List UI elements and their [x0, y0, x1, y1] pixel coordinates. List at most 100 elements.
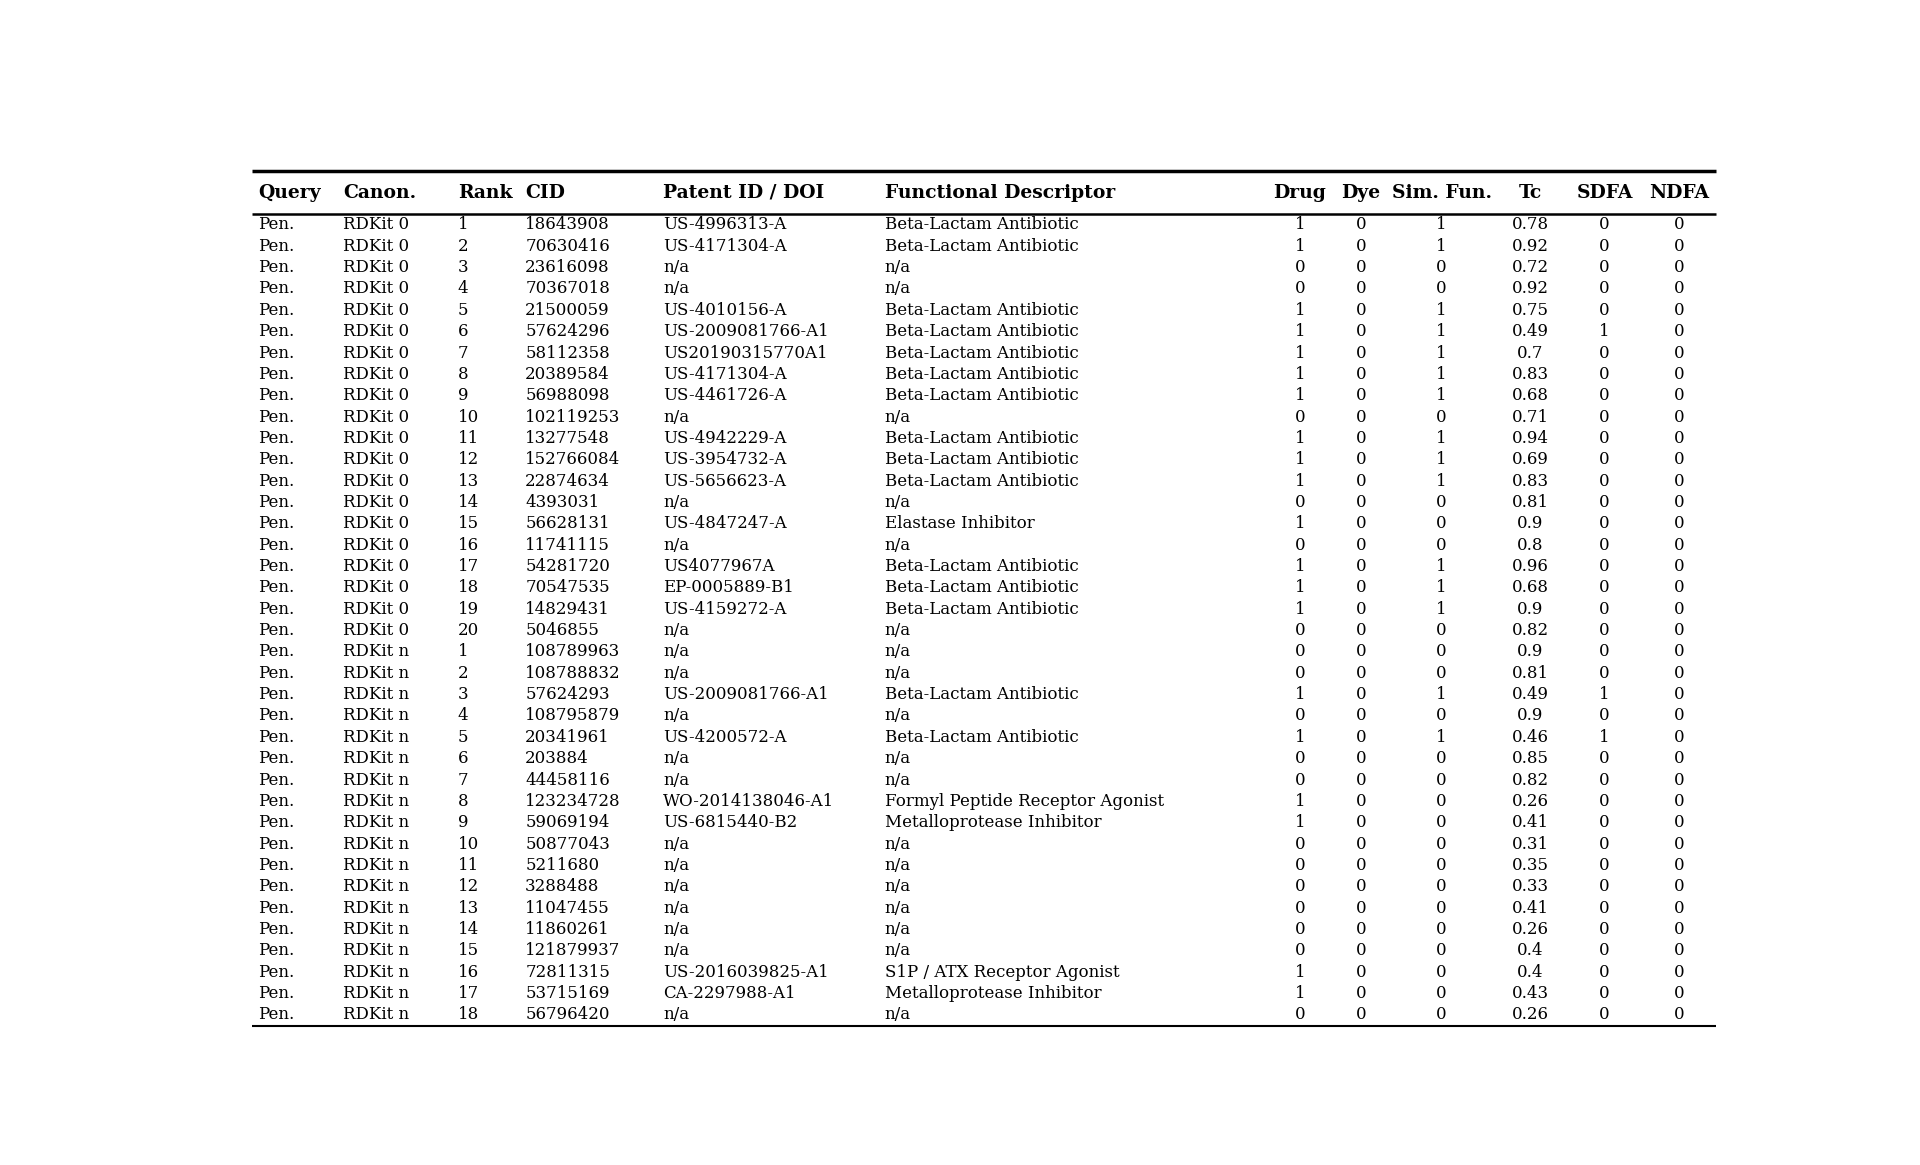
Text: 0: 0 [1356, 963, 1367, 981]
Text: 1: 1 [1436, 558, 1448, 576]
Text: 0.7: 0.7 [1517, 345, 1544, 361]
Text: 1: 1 [1294, 302, 1306, 319]
Text: Pen.: Pen. [257, 259, 294, 276]
Text: 0.85: 0.85 [1511, 750, 1549, 768]
Text: Patent ID / DOI: Patent ID / DOI [662, 184, 824, 202]
Text: 1: 1 [1436, 686, 1448, 704]
Text: US-4171304-A: US-4171304-A [662, 366, 787, 383]
Text: RDKit 0: RDKit 0 [344, 366, 409, 383]
Text: 0: 0 [1356, 835, 1367, 853]
Text: NDFA: NDFA [1649, 184, 1709, 202]
Text: RDKit 0: RDKit 0 [344, 601, 409, 617]
Text: Beta-Lactam Antibiotic: Beta-Lactam Antibiotic [885, 686, 1079, 704]
Text: n/a: n/a [662, 857, 689, 874]
Text: 0: 0 [1356, 302, 1367, 319]
Text: 0: 0 [1599, 217, 1609, 233]
Text: 10: 10 [459, 409, 480, 425]
Text: 0: 0 [1674, 494, 1684, 511]
Text: US-5656623-A: US-5656623-A [662, 473, 787, 489]
Text: 0: 0 [1599, 622, 1609, 640]
Text: 0: 0 [1599, 942, 1609, 959]
Text: 5211680: 5211680 [526, 857, 599, 874]
Text: RDKit 0: RDKit 0 [344, 451, 409, 468]
Text: 1: 1 [1436, 601, 1448, 617]
Text: 0: 0 [1356, 238, 1367, 255]
Text: 1: 1 [1294, 430, 1306, 447]
Text: 0: 0 [1294, 878, 1306, 895]
Text: 0.92: 0.92 [1511, 238, 1549, 255]
Text: 1: 1 [1436, 238, 1448, 255]
Text: 0: 0 [1294, 707, 1306, 725]
Text: 7: 7 [459, 345, 468, 361]
Text: 0: 0 [1356, 494, 1367, 511]
Text: US-2016039825-A1: US-2016039825-A1 [662, 963, 829, 981]
Text: 0.26: 0.26 [1511, 922, 1549, 938]
Text: Pen.: Pen. [257, 707, 294, 725]
Text: 0.75: 0.75 [1511, 302, 1549, 319]
Text: 0.9: 0.9 [1517, 643, 1544, 661]
Text: Pen.: Pen. [257, 345, 294, 361]
Text: n/a: n/a [885, 494, 910, 511]
Text: 5: 5 [459, 302, 468, 319]
Text: 14: 14 [459, 494, 480, 511]
Text: 0.33: 0.33 [1511, 878, 1549, 895]
Text: n/a: n/a [662, 281, 689, 297]
Text: n/a: n/a [885, 707, 910, 725]
Text: 0: 0 [1674, 729, 1684, 746]
Text: 0.41: 0.41 [1511, 814, 1549, 831]
Text: Dye: Dye [1342, 184, 1380, 202]
Text: 4: 4 [459, 707, 468, 725]
Text: 1: 1 [1436, 451, 1448, 468]
Text: 0: 0 [1674, 793, 1684, 810]
Text: 1: 1 [1294, 793, 1306, 810]
Text: Beta-Lactam Antibiotic: Beta-Lactam Antibiotic [885, 217, 1079, 233]
Text: 0: 0 [1436, 750, 1448, 768]
Text: US-6815440-B2: US-6815440-B2 [662, 814, 797, 831]
Text: 22874634: 22874634 [526, 473, 611, 489]
Text: RDKit 0: RDKit 0 [344, 281, 409, 297]
Text: 0: 0 [1356, 643, 1367, 661]
Text: RDKit n: RDKit n [344, 793, 409, 810]
Text: 1: 1 [1294, 986, 1306, 1002]
Text: Pen.: Pen. [257, 579, 294, 596]
Text: Pen.: Pen. [257, 643, 294, 661]
Text: 11: 11 [459, 430, 480, 447]
Text: 152766084: 152766084 [526, 451, 620, 468]
Text: 0: 0 [1356, 473, 1367, 489]
Text: Beta-Lactam Antibiotic: Beta-Lactam Antibiotic [885, 729, 1079, 746]
Text: Beta-Lactam Antibiotic: Beta-Lactam Antibiotic [885, 579, 1079, 596]
Text: 0: 0 [1599, 771, 1609, 789]
Text: 0.49: 0.49 [1511, 323, 1549, 340]
Text: 0: 0 [1356, 622, 1367, 640]
Text: RDKit n: RDKit n [344, 942, 409, 959]
Text: RDKit n: RDKit n [344, 643, 409, 661]
Text: 0: 0 [1674, 922, 1684, 938]
Text: 13: 13 [459, 473, 480, 489]
Text: n/a: n/a [662, 643, 689, 661]
Text: US-3954732-A: US-3954732-A [662, 451, 787, 468]
Text: Pen.: Pen. [257, 771, 294, 789]
Text: Canon.: Canon. [344, 184, 417, 202]
Text: 0: 0 [1599, 387, 1609, 404]
Text: 70367018: 70367018 [526, 281, 611, 297]
Text: Pen.: Pen. [257, 558, 294, 576]
Text: 8: 8 [459, 793, 468, 810]
Text: 0.41: 0.41 [1511, 899, 1549, 917]
Text: RDKit n: RDKit n [344, 1007, 409, 1023]
Text: 1: 1 [1294, 579, 1306, 596]
Text: 1: 1 [1436, 217, 1448, 233]
Text: n/a: n/a [662, 494, 689, 511]
Text: 0: 0 [1674, 857, 1684, 874]
Text: 0: 0 [1436, 771, 1448, 789]
Text: RDKit n: RDKit n [344, 771, 409, 789]
Text: 123234728: 123234728 [526, 793, 620, 810]
Text: Pen.: Pen. [257, 238, 294, 255]
Text: 0: 0 [1436, 515, 1448, 532]
Text: Functional Descriptor: Functional Descriptor [885, 184, 1116, 202]
Text: 1: 1 [1436, 323, 1448, 340]
Text: Beta-Lactam Antibiotic: Beta-Lactam Antibiotic [885, 387, 1079, 404]
Text: 12: 12 [459, 878, 480, 895]
Text: 56628131: 56628131 [526, 515, 611, 532]
Text: 0.81: 0.81 [1511, 494, 1549, 511]
Text: 0: 0 [1599, 750, 1609, 768]
